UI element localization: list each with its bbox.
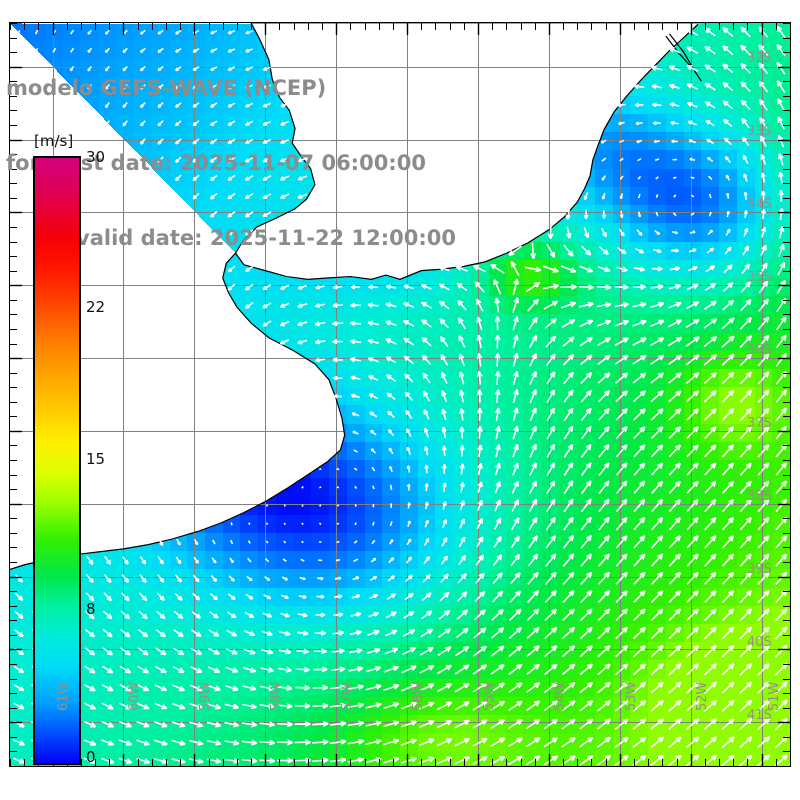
colorbar-legend: [m/s] 30 22 15 8 0 bbox=[20, 132, 140, 772]
lon-label-53w: 53W bbox=[624, 681, 640, 711]
colorbar-tick-0: 0 bbox=[86, 748, 96, 766]
lon-label-59w: 59W bbox=[197, 681, 213, 711]
lat-label-33s: 33S bbox=[747, 123, 772, 139]
colorbar-tick-22: 22 bbox=[86, 298, 106, 316]
lat-label-36s: 36S bbox=[747, 342, 772, 358]
lon-label-56w: 56W bbox=[411, 681, 427, 711]
colorbar-gradient[interactable] bbox=[33, 156, 81, 765]
colorbar-tick-15: 15 bbox=[86, 450, 106, 468]
lat-label-41s: 41S bbox=[747, 708, 772, 724]
lat-label-35s: 35S bbox=[747, 269, 772, 285]
lon-label-51w: 51W bbox=[766, 681, 782, 711]
lat-label-40s: 40S bbox=[747, 635, 772, 651]
wind-speed-heatmap-canvas[interactable] bbox=[10, 23, 790, 766]
lon-label-55w: 55W bbox=[482, 681, 498, 711]
lat-label-39s: 39S bbox=[747, 562, 772, 578]
lat-label-32s: 32S bbox=[747, 50, 772, 66]
colorbar-tick-8: 8 bbox=[86, 600, 96, 618]
lon-label-58w: 58W bbox=[268, 681, 284, 711]
colorbar-unit-label: [m/s] bbox=[34, 132, 74, 150]
lon-label-57w: 57W bbox=[340, 681, 356, 711]
lat-label-38s: 38S bbox=[747, 489, 772, 505]
lon-label-54w: 54W bbox=[553, 681, 569, 711]
lon-label-61w: 61W bbox=[55, 681, 71, 711]
lon-label-60w: 60W bbox=[126, 681, 142, 711]
lon-label-52w: 52W bbox=[695, 681, 711, 711]
lat-label-34s: 34S bbox=[747, 196, 772, 212]
map-frame[interactable] bbox=[9, 22, 791, 767]
colorbar-tick-30: 30 bbox=[86, 148, 106, 166]
lat-label-37s: 37S bbox=[747, 416, 772, 432]
